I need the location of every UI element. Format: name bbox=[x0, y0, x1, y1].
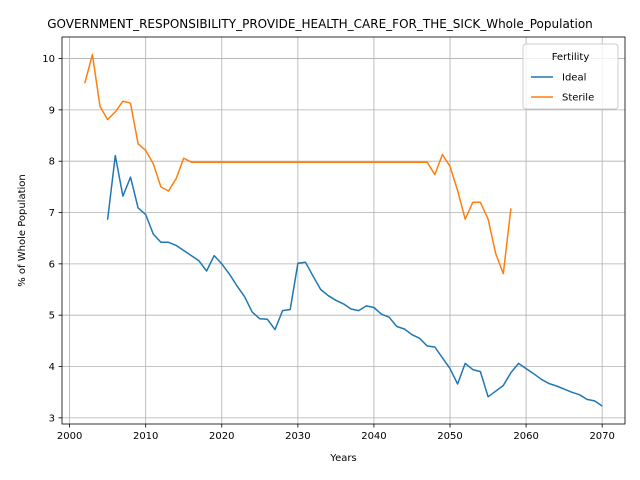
y-tick-label: 10 bbox=[42, 54, 55, 65]
legend-title: Fertility bbox=[552, 52, 590, 63]
y-tick-label: 5 bbox=[49, 311, 55, 322]
x-tick-label: 2010 bbox=[133, 431, 158, 442]
legend-label-sterile: Sterile bbox=[562, 93, 594, 104]
x-tick-label: 2070 bbox=[589, 431, 614, 442]
x-tick-label: 2040 bbox=[361, 431, 386, 442]
x-tick-label: 2050 bbox=[437, 431, 462, 442]
series-lines bbox=[84, 53, 603, 407]
y-tick-label: 9 bbox=[49, 105, 55, 116]
x-tick-label: 2030 bbox=[285, 431, 310, 442]
legend-entries: Ideal Sterile bbox=[531, 73, 594, 104]
x-tick-label: 2000 bbox=[57, 431, 82, 442]
series-line-ideal bbox=[106, 154, 603, 407]
x-tick-label: 2020 bbox=[209, 431, 234, 442]
axis-ticks: 2000 2010 2020 2030 2040 2050 2060 2070 3 4 5 6 7 8 9 1… bbox=[42, 54, 615, 442]
y-tick-label: 7 bbox=[49, 208, 55, 219]
series-line-sterile bbox=[84, 53, 512, 275]
x-axis-label: Years bbox=[329, 453, 356, 464]
chart-title: GOVERNMENT_RESPONSIBILITY_PROVIDE_HEALTH… bbox=[47, 17, 593, 31]
y-axis-label: % of Whole Population bbox=[17, 174, 28, 287]
x-tick-label: 2060 bbox=[513, 431, 538, 442]
y-tick-label: 3 bbox=[49, 413, 55, 424]
y-tick-label: 8 bbox=[49, 157, 55, 168]
legend: Fertility Ideal Sterile bbox=[522, 43, 619, 110]
y-tick-label: 6 bbox=[49, 259, 55, 270]
legend-label-ideal: Ideal bbox=[562, 73, 586, 84]
y-tick-label: 4 bbox=[49, 362, 55, 373]
legend-box bbox=[522, 43, 619, 110]
plot-frame bbox=[61, 36, 626, 425]
